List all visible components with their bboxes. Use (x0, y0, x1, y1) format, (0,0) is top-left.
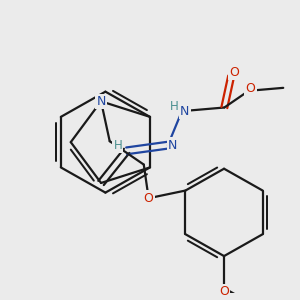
Text: O: O (219, 286, 229, 298)
Text: N: N (168, 139, 178, 152)
Text: O: O (246, 82, 256, 95)
Text: H: H (169, 100, 178, 113)
Text: O: O (144, 192, 154, 205)
Text: O: O (229, 66, 239, 79)
Text: N: N (180, 105, 190, 118)
Text: N: N (96, 95, 106, 108)
Text: H: H (113, 139, 122, 152)
